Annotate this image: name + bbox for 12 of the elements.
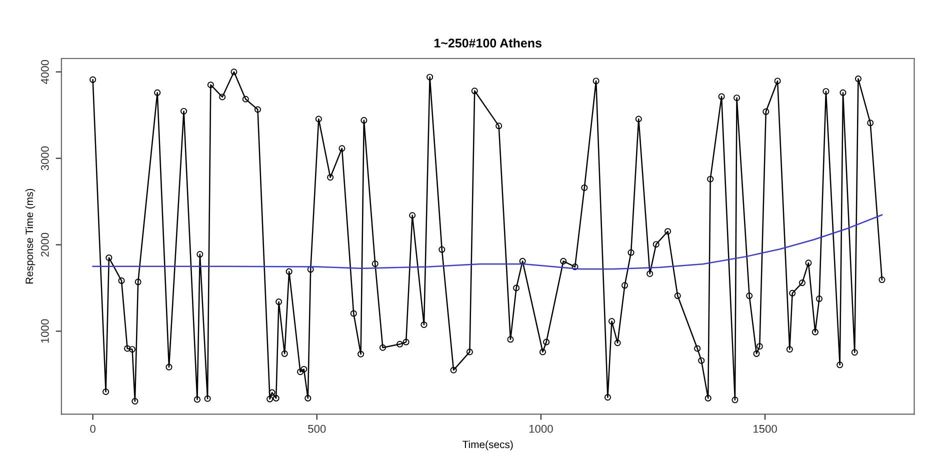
x-axis-title: Time(secs) bbox=[462, 440, 513, 450]
x-tick-label: 1000 bbox=[529, 424, 553, 433]
y-tick-label: 2000 bbox=[40, 232, 49, 257]
x-tick-label: 0 bbox=[90, 424, 96, 433]
y-tick-label: 3000 bbox=[40, 146, 49, 170]
x-tick-label: 500 bbox=[308, 424, 326, 433]
y-tick-label: 4000 bbox=[40, 60, 49, 84]
y-axis-title: Response Time (ms) bbox=[25, 188, 36, 284]
x-tick-label: 1500 bbox=[754, 424, 777, 433]
y-tick-label: 1000 bbox=[40, 319, 49, 343]
chart-title: 1~250#100 Athens bbox=[434, 38, 542, 48]
line-series bbox=[92, 214, 883, 270]
